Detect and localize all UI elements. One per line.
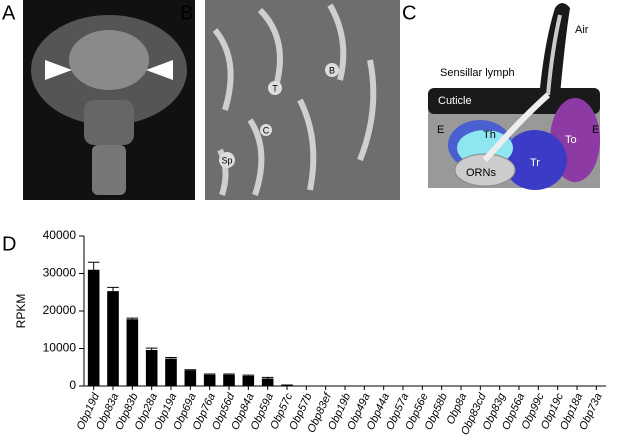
image-label: B [329,65,335,75]
diagram-label: E [437,124,444,136]
image-label: Sp [221,155,232,165]
diagram-label: Tr [530,157,540,169]
bar [184,370,197,386]
diagram-label: ORNs [466,167,496,179]
error-bar [242,374,255,376]
marker [219,152,235,168]
panel-label: C [402,2,416,24]
error-bar [223,373,235,375]
bar [145,350,158,386]
y-tick-label: 0 [69,378,76,392]
error-bar [184,369,197,371]
y-tick-label: 30000 [43,266,77,280]
panel-label: D [2,233,16,255]
error-bar [107,286,119,292]
arrowhead [45,60,72,80]
image-label: C [263,125,270,135]
dendrite [546,14,562,96]
bar [126,319,139,386]
bar [223,374,235,386]
panel-label: A [2,2,16,24]
diagram-label: E [592,124,599,136]
error-bar [261,376,274,379]
y-tick-label: 20000 [43,303,77,317]
y-axis-label: RPKM [14,294,28,329]
diagram-label: Air [575,24,589,36]
bar [261,378,274,386]
y-tick-label: 40000 [43,228,77,242]
bar [242,375,255,386]
diagram-label: To [565,134,577,146]
tr-cell [503,130,567,190]
error-bar [145,347,158,350]
error-bar [87,261,100,270]
dendrite [482,92,550,162]
sensilla [212,3,377,196]
bar [281,384,293,386]
diagram-label: Th [483,129,496,141]
bar [203,374,216,386]
proboscis [84,100,134,145]
error-bar [165,357,177,359]
diagram-label: Sensillar lymph [440,67,515,79]
bar [87,269,100,386]
orns [454,153,516,187]
bar [107,291,119,386]
marker [268,81,282,95]
arrowhead [146,60,173,80]
panel-label: B [180,2,193,24]
proboscis-tip [92,145,126,195]
error-bar [203,373,216,375]
marker [260,124,272,136]
error-bar [126,317,139,320]
marker [325,63,339,77]
antennae [69,30,149,90]
cuticle [428,88,600,114]
image-label: T [272,83,278,93]
y-tick-label: 10000 [43,341,77,355]
diagram-label: Cuticle [438,95,472,107]
bar [165,358,177,386]
